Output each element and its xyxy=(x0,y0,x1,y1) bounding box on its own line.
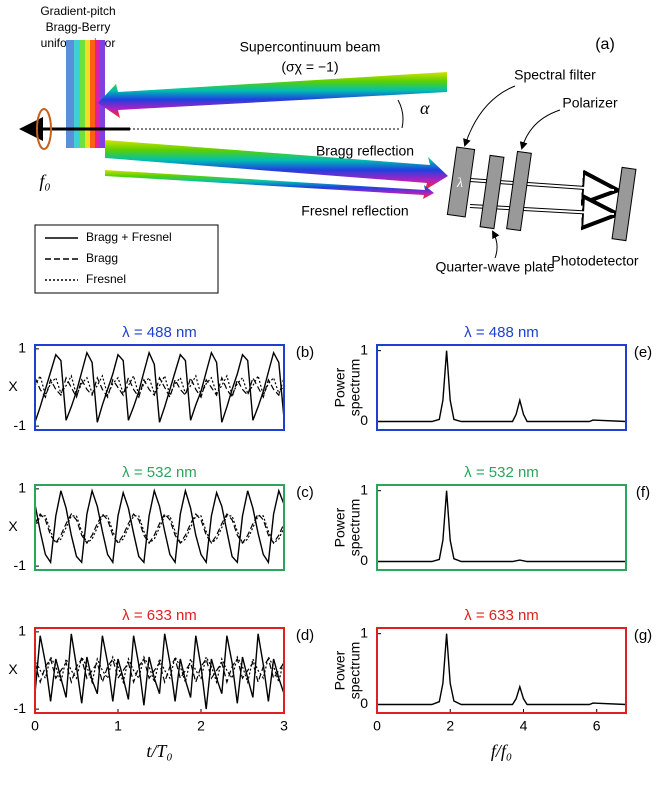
y-label: X xyxy=(8,378,18,394)
y-tick-label: 1 xyxy=(360,624,368,640)
y-label: Power xyxy=(332,367,348,407)
rotation-arrow xyxy=(36,108,52,150)
plot-frame xyxy=(34,627,285,714)
y-tick-label: 0 xyxy=(360,695,368,711)
y-tick-label: -1 xyxy=(14,557,27,573)
series-line xyxy=(34,657,285,685)
y-label: X xyxy=(8,661,18,677)
series-line xyxy=(34,488,285,565)
panel-label: (b) xyxy=(296,344,314,361)
photodetector xyxy=(611,166,637,242)
panel-label: (e) xyxy=(634,344,652,361)
detector-label: Photodetector xyxy=(551,253,639,269)
y-tick-label: 0 xyxy=(360,552,368,568)
leader xyxy=(519,109,561,150)
chart-title: λ = 633 nm xyxy=(464,607,539,624)
y-tick-label: 1 xyxy=(360,481,368,497)
quarter-wave-plate xyxy=(479,154,505,230)
x-label: f/f₀ xyxy=(491,741,512,761)
y-label: spectrum xyxy=(347,499,363,557)
legend-label: Bragg + Fresnel xyxy=(86,230,172,244)
plot-frame xyxy=(34,484,285,571)
panel-label: (c) xyxy=(296,484,314,501)
plot-frame xyxy=(376,344,627,431)
legend-label: Bragg xyxy=(86,251,118,265)
mirror xyxy=(66,40,105,148)
mirror-label: Gradient-pitch xyxy=(40,4,115,18)
y-tick-label: 1 xyxy=(18,480,26,496)
x-tick-label: 4 xyxy=(520,718,528,734)
series-line xyxy=(34,376,285,399)
series-line xyxy=(34,655,285,685)
x-tick-label: 3 xyxy=(280,718,288,734)
y-tick-label: -1 xyxy=(14,417,27,433)
y-tick-label: 0 xyxy=(360,412,368,428)
mirror-label: Bragg-Berry xyxy=(46,20,111,34)
chart-title: λ = 488 nm xyxy=(464,324,539,341)
x-tick-label: 6 xyxy=(593,718,601,734)
polarizer xyxy=(506,150,532,232)
beam-label: Supercontinuum beam xyxy=(240,39,381,55)
y-label: X xyxy=(8,518,18,534)
polarizer-label: Polarizer xyxy=(562,95,618,111)
x-tick-label: 0 xyxy=(373,718,381,734)
legend: Bragg + Fresnel Bragg Fresnel xyxy=(45,230,172,286)
fresnel-label: Fresnel reflection xyxy=(301,203,408,219)
y-tick-label: -1 xyxy=(14,700,27,716)
y-label: spectrum xyxy=(347,359,363,417)
beam-state: (σχ = −1) xyxy=(281,59,338,75)
qwp-label: Quarter-wave plate xyxy=(435,259,554,275)
angle-label: α xyxy=(420,98,430,118)
y-label: Power xyxy=(332,650,348,690)
fresnel-beam xyxy=(105,170,434,199)
bragg-beam xyxy=(105,140,448,190)
y-tick-label: 1 xyxy=(18,340,26,356)
filter-label: Spectral filter xyxy=(514,67,596,83)
x-tick-label: 0 xyxy=(31,718,39,734)
plot-frame xyxy=(376,627,627,714)
plot-frame xyxy=(376,484,627,571)
spectral-filter xyxy=(446,146,476,218)
chart-title: λ = 532 nm xyxy=(122,464,197,481)
filter-lambda: λ xyxy=(456,176,463,191)
panel-label: (a) xyxy=(595,36,615,53)
legend-label: Fresnel xyxy=(86,272,126,286)
plot-frame xyxy=(34,344,285,431)
angle-arc xyxy=(397,99,404,129)
y-label: Power xyxy=(332,507,348,547)
rotation-freq: f₀ xyxy=(39,171,50,191)
x-tick-label: 1 xyxy=(114,718,122,734)
y-tick-label: 1 xyxy=(18,623,26,639)
x-tick-label: 2 xyxy=(446,718,454,734)
series-line xyxy=(34,515,285,544)
panel-label: (d) xyxy=(296,627,314,644)
series-line xyxy=(377,490,626,563)
series-line xyxy=(34,512,285,545)
supercontinuum-beam xyxy=(98,72,447,118)
bragg-label: Bragg reflection xyxy=(316,143,414,159)
chart-title: λ = 633 nm xyxy=(122,607,197,624)
y-label: spectrum xyxy=(347,642,363,700)
leader xyxy=(463,85,516,147)
x-tick-label: 2 xyxy=(197,718,205,734)
series-line xyxy=(34,350,285,423)
chart-title: λ = 488 nm xyxy=(122,324,197,341)
panel-label: (g) xyxy=(634,627,652,644)
series-line xyxy=(34,374,285,398)
series-line xyxy=(377,350,627,423)
series-line xyxy=(377,633,627,706)
chart-title: λ = 532 nm xyxy=(464,464,539,481)
y-tick-label: 1 xyxy=(360,341,368,357)
leader xyxy=(492,230,500,259)
x-label: t/T₀ xyxy=(146,741,172,761)
diagram: Gradient-pitch Bragg-Berry uniform mirro… xyxy=(19,4,639,294)
panel-label: (f) xyxy=(636,484,650,501)
